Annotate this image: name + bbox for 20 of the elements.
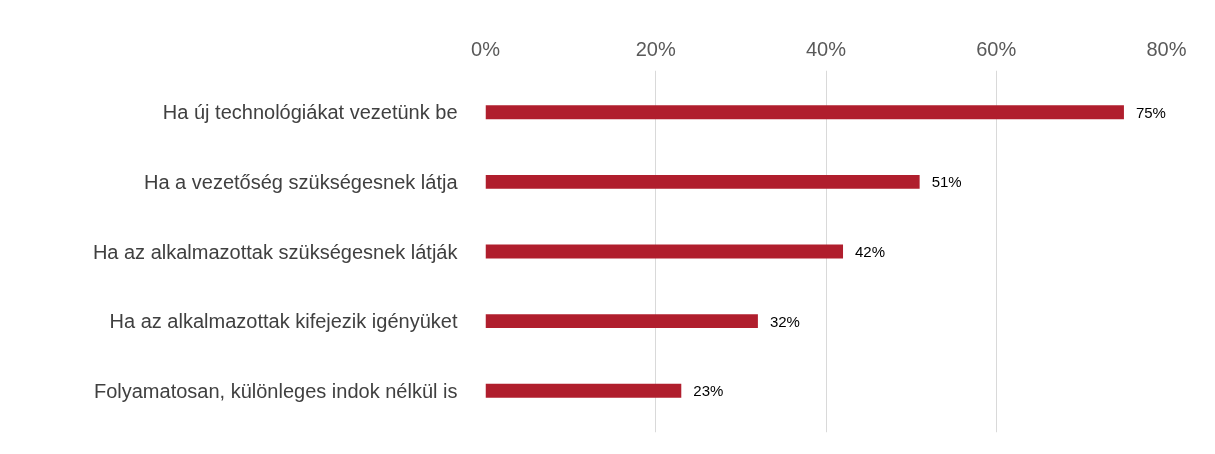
data-label: 42% — [855, 243, 886, 260]
y-tick-label: Folyamatosan, különleges indok nélkül is — [93, 379, 458, 402]
data-label: 23% — [693, 382, 724, 400]
y-tick-label: Ha az alkalmazottak szükségesnek látják — [92, 240, 459, 263]
x-tick-label: 40% — [805, 37, 847, 60]
data-label: 75% — [1135, 103, 1166, 121]
bar — [485, 174, 920, 189]
x-tick-label: 0% — [471, 37, 501, 60]
bar — [485, 383, 682, 398]
x-tick-label: 60% — [976, 37, 1017, 60]
y-tick-label: Ha a vezetőség szükségesnek látja — [143, 170, 459, 193]
data-label: 51% — [931, 173, 962, 191]
y-tick-label: Ha az alkalmazottak kifejezik igényüket — [109, 310, 458, 333]
data-label: 32% — [769, 312, 800, 330]
y-tick-label: Ha új technológiákat vezetünk be — [162, 101, 458, 124]
bar — [485, 105, 1124, 120]
x-tick-label: 20% — [635, 37, 676, 60]
x-tick-label: 80% — [1146, 37, 1187, 60]
bar — [485, 244, 844, 259]
bar — [485, 314, 758, 329]
